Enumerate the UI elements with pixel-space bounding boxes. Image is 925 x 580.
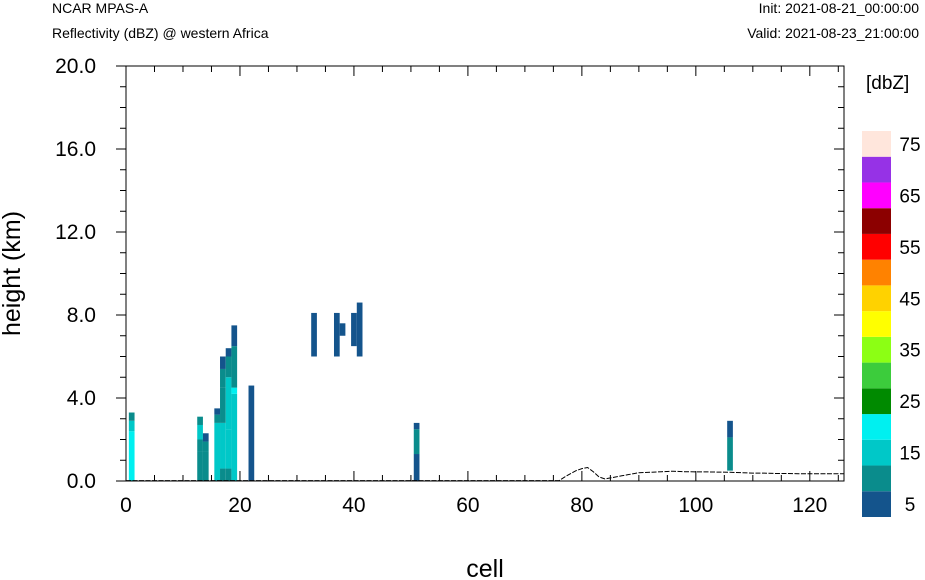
- reflectivity-cell: [311, 312, 317, 357]
- reflectivity-cell: [356, 302, 363, 357]
- reflectivity-cell: [351, 312, 357, 347]
- colorbar-swatch: [862, 362, 891, 389]
- colorbar-label: 15: [899, 444, 920, 465]
- reflectivity-cell: [197, 439, 203, 452]
- valid-time: Valid: 2021-08-23_21:00:00: [747, 25, 919, 41]
- colorbar-label: 75: [899, 135, 920, 156]
- colorbar-title: [dbZ]: [866, 73, 909, 94]
- colorbar-label: 5: [905, 495, 916, 516]
- reflectivity-cell: [231, 325, 238, 347]
- x-tick-label: 20: [228, 494, 251, 517]
- colorbar-label: 45: [899, 289, 920, 310]
- reflectivity-cell: [225, 348, 232, 357]
- y-tick-label: 20.0: [55, 55, 96, 78]
- axis-ticks: [116, 65, 844, 482]
- reflectivity-cell: [197, 416, 203, 425]
- reflectivity-cell: [220, 422, 226, 469]
- reflectivity-cell: [128, 431, 135, 481]
- colorbar-swatch: [862, 336, 891, 363]
- y-tick-label: 12.0: [55, 221, 96, 244]
- colorbar-swatch: [862, 388, 891, 415]
- reflectivity-cell: [231, 387, 238, 394]
- reflectivity-cell: [727, 420, 733, 438]
- x-tick-label: 80: [570, 494, 593, 517]
- x-tick-label: 60: [456, 494, 479, 517]
- terrain-polyline: [126, 466, 844, 482]
- colorbar-swatch: [862, 259, 891, 286]
- colorbar-swatch: [862, 156, 891, 183]
- reflectivity-cell: [248, 385, 255, 481]
- reflectivity-cell: [220, 387, 226, 423]
- x-tick-label: 0: [120, 494, 132, 517]
- reflectivity-cell: [197, 451, 203, 481]
- reflectivity-cell: [197, 424, 203, 440]
- colorbar-label: 25: [899, 392, 920, 413]
- colorbar-swatch: [862, 131, 891, 157]
- model-title: NCAR MPAS-A: [52, 0, 149, 16]
- reflectivity-cell: [225, 468, 232, 481]
- reflectivity-cell: [333, 312, 340, 357]
- colorbar-label: 55: [899, 238, 920, 259]
- reflectivity-cell: [225, 429, 232, 469]
- axis-labels: 0 20 40 60 80 100 120 0.0 4.0 8.0 12.0 16.0 20.0: [55, 55, 827, 517]
- y-tick-label: 0.0: [67, 470, 96, 493]
- y-tick-label: 4.0: [67, 387, 96, 410]
- reflectivity-cell: [727, 437, 733, 471]
- reflectivity-cell: [202, 451, 209, 481]
- colorbar-swatch: [862, 439, 891, 466]
- reflectivity-cell: [128, 412, 135, 421]
- colorbar-swatch: [862, 491, 891, 517]
- reflectivity-cell: [225, 377, 232, 430]
- y-tick-label: 16.0: [55, 138, 96, 161]
- colorbar-swatch: [862, 182, 891, 209]
- reflectivity-cell: [202, 441, 209, 452]
- y-tick-label: 8.0: [67, 304, 96, 327]
- colorbar-label: 65: [899, 186, 920, 207]
- colorbar-label: 35: [899, 341, 920, 362]
- reflectivity-cell: [231, 346, 238, 388]
- reflectivity-cell: [128, 420, 135, 432]
- colorbar-swatch: [862, 233, 891, 260]
- x-axis-title: cell: [466, 555, 504, 580]
- init-time: Init: 2021-08-21_00:00:00: [758, 0, 919, 16]
- x-tick-label: 120: [792, 494, 827, 517]
- reflectivity-cell: [413, 422, 420, 430]
- colorbar-swatch: [862, 285, 891, 312]
- reflectivity-cell: [413, 454, 420, 481]
- colorbar-swatch: [862, 465, 891, 492]
- reflectivity-cell: [231, 393, 238, 481]
- reflectivity-cell: [220, 368, 226, 388]
- colorbar-swatch: [862, 311, 891, 337]
- reflectivity-cell: [214, 408, 221, 415]
- colorbar-swatch: [862, 208, 891, 234]
- reflectivity-cell: [225, 356, 232, 378]
- reflectivity-cell: [339, 323, 346, 336]
- reflectivity-cells: [128, 302, 733, 481]
- reflectivity-cell: [214, 414, 221, 423]
- x-tick-label: 100: [678, 494, 713, 517]
- field-title: Reflectivity (dBZ) @ western Africa: [52, 25, 269, 41]
- terrain-line: [126, 466, 844, 482]
- reflectivity-cell: [220, 356, 226, 369]
- y-axis-title: height (km): [0, 211, 26, 336]
- colorbar-swatch: [862, 414, 891, 440]
- reflectivity-cell: [214, 422, 221, 481]
- colorbar: 5 15 25 35 45 55 65 75: [862, 131, 921, 517]
- reflectivity-cell: [220, 468, 226, 481]
- reflectivity-cell: [202, 433, 209, 442]
- x-tick-label: 40: [342, 494, 365, 517]
- reflectivity-cell: [413, 429, 420, 455]
